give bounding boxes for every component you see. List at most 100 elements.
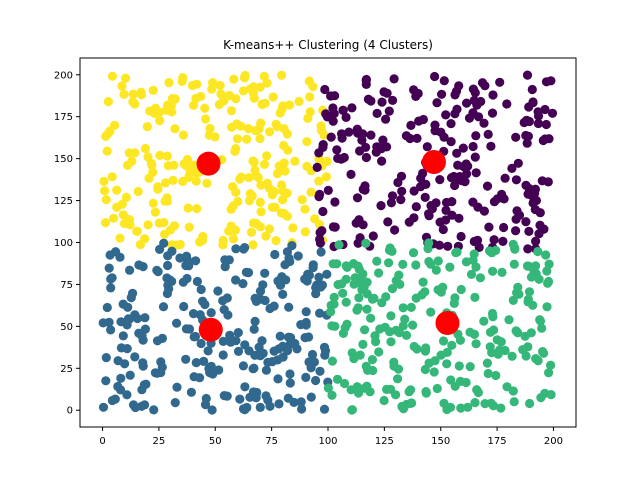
cluster-1-point bbox=[510, 226, 521, 236]
cluster-0-point bbox=[101, 195, 111, 205]
cluster-2-point bbox=[140, 324, 150, 334]
cluster-0-point bbox=[277, 70, 287, 80]
y-tick-label: 25 bbox=[60, 364, 73, 375]
cluster-2-point bbox=[239, 244, 249, 254]
cluster-1-point bbox=[535, 220, 545, 230]
cluster-0-point bbox=[300, 227, 310, 237]
cluster-1-point bbox=[360, 181, 370, 191]
cluster-3-point bbox=[354, 293, 364, 303]
cluster-1-point bbox=[361, 79, 371, 89]
cluster-1-point bbox=[371, 147, 381, 157]
cluster-1-point bbox=[377, 156, 387, 166]
cluster-1-point bbox=[388, 95, 398, 105]
cluster-3-point bbox=[332, 374, 343, 384]
cluster-1-point bbox=[346, 169, 356, 179]
cluster-1-point bbox=[519, 117, 529, 128]
cluster-1-point bbox=[416, 173, 426, 183]
cluster-1-point bbox=[377, 97, 387, 107]
cluster-2-point bbox=[192, 276, 202, 287]
cluster-0-point bbox=[285, 100, 295, 110]
cluster-2-point bbox=[306, 363, 316, 373]
cluster-0-point bbox=[119, 89, 129, 99]
cluster-0-point bbox=[260, 98, 270, 108]
cluster-3-point bbox=[341, 297, 351, 307]
cluster-1-point bbox=[487, 108, 498, 118]
cluster-0-point bbox=[259, 159, 270, 169]
cluster-0-point bbox=[305, 92, 315, 102]
cluster-3-point bbox=[502, 382, 512, 392]
cluster-0-point bbox=[100, 186, 110, 196]
cluster-2-point bbox=[249, 324, 259, 334]
cluster-3-point bbox=[541, 250, 551, 260]
cluster-0-point bbox=[164, 78, 174, 88]
x-tick-label: 25 bbox=[153, 436, 166, 447]
cluster-2-point bbox=[138, 335, 148, 345]
cluster-0-point bbox=[218, 240, 228, 250]
cluster-0-point bbox=[124, 215, 135, 225]
cluster-3-point bbox=[544, 368, 554, 378]
cluster-2-point bbox=[315, 308, 325, 318]
cluster-0-point bbox=[197, 235, 207, 246]
cluster-3-point bbox=[482, 358, 492, 368]
cluster-0-point bbox=[133, 186, 143, 197]
cluster-0-point bbox=[270, 202, 280, 212]
cluster-3-point bbox=[384, 258, 394, 268]
cluster-0-point bbox=[121, 192, 131, 202]
cluster-0-point bbox=[304, 76, 314, 86]
cluster-3-point bbox=[509, 397, 519, 407]
cluster-3-point bbox=[362, 304, 372, 314]
cluster-0-point bbox=[226, 221, 236, 231]
cluster-3-point bbox=[469, 249, 479, 259]
cluster-0-point bbox=[248, 156, 258, 166]
y-tick-label: 75 bbox=[60, 280, 73, 291]
cluster-2-point bbox=[242, 402, 252, 413]
cluster-0-point bbox=[204, 130, 214, 140]
cluster-3-point bbox=[489, 325, 499, 335]
cluster-3-point bbox=[520, 331, 530, 341]
cluster-0-point bbox=[177, 76, 187, 86]
cluster-1-point bbox=[502, 99, 512, 109]
cluster-0-point bbox=[248, 218, 259, 228]
cluster-1-point bbox=[361, 142, 371, 152]
cluster-3-point bbox=[391, 390, 401, 400]
cluster-0-point bbox=[294, 96, 304, 107]
cluster-2-point bbox=[233, 346, 244, 356]
cluster-0-point bbox=[155, 116, 165, 126]
cluster-0-point bbox=[232, 134, 243, 144]
cluster-2-point bbox=[290, 338, 300, 349]
y-axis: 0 25 50 75 100 125 150 175 200 bbox=[54, 70, 80, 417]
cluster-1-point bbox=[422, 142, 432, 152]
cluster-0-point bbox=[262, 151, 272, 161]
cluster-1-point bbox=[449, 171, 459, 182]
cluster-3-point bbox=[393, 374, 403, 384]
cluster-2-point bbox=[306, 392, 316, 402]
x-tick-label: 75 bbox=[265, 436, 278, 447]
cluster-2-point bbox=[128, 400, 139, 410]
cluster-1-point bbox=[507, 163, 517, 173]
cluster-3-point bbox=[375, 324, 385, 334]
cluster-2-point bbox=[278, 341, 288, 351]
cluster-2-point bbox=[314, 272, 324, 282]
cluster-2-point bbox=[275, 331, 285, 341]
cluster-1-point bbox=[522, 138, 532, 148]
cluster-0-point bbox=[297, 195, 307, 205]
cluster-3-point bbox=[338, 328, 348, 338]
cluster-1-point bbox=[387, 191, 398, 201]
cluster-1-point bbox=[378, 135, 388, 145]
cluster-2-point bbox=[170, 398, 180, 408]
cluster-1-point bbox=[405, 133, 415, 144]
cluster-3-point bbox=[511, 326, 521, 336]
cluster-1-point bbox=[458, 143, 468, 153]
cluster-3-point bbox=[445, 262, 455, 272]
cluster-3-point bbox=[431, 265, 441, 275]
cluster-0-point bbox=[279, 158, 289, 168]
cluster-2-point bbox=[172, 382, 182, 392]
cluster-0-point bbox=[283, 145, 293, 155]
cluster-2-point bbox=[158, 302, 169, 312]
cluster-0-point bbox=[214, 99, 224, 110]
cluster-3-point bbox=[485, 342, 495, 352]
cluster-3-point bbox=[470, 398, 480, 408]
cluster-2-point bbox=[104, 263, 114, 273]
cluster-0-point bbox=[261, 231, 271, 241]
cluster-3-point bbox=[496, 337, 506, 347]
